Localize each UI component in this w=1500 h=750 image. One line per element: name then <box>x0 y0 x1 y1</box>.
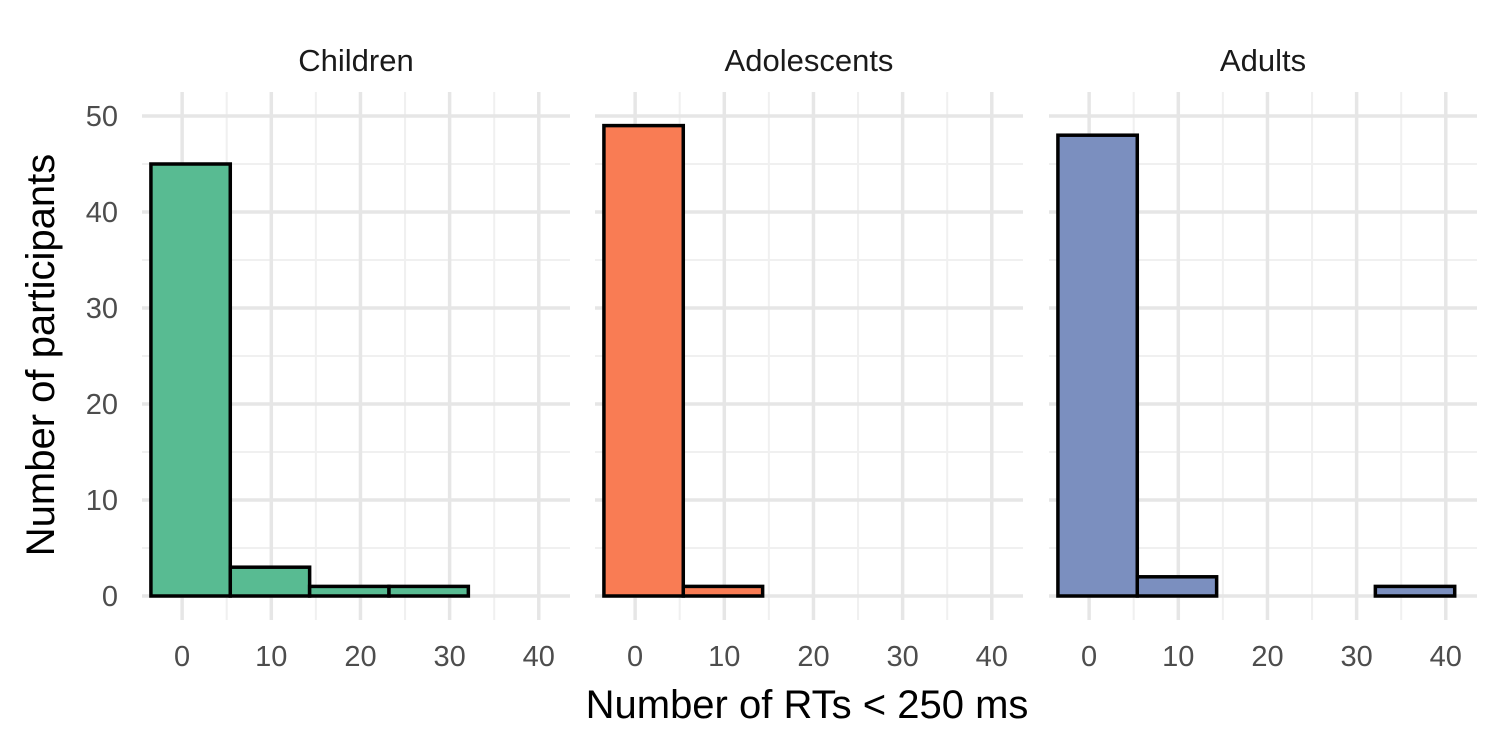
histogram-bar <box>307 584 391 598</box>
x-tick-label: 30 <box>1340 641 1372 673</box>
panel-adults: Adults 0 10 20 30 40 <box>1049 43 1477 673</box>
panel-title: Children <box>298 43 413 78</box>
panel-adolescents: Adolescents 0 10 20 30 40 <box>595 43 1023 673</box>
x-tick-label: 10 <box>1162 641 1194 673</box>
x-tick-label: 0 <box>627 641 643 673</box>
panel-children: Children 0 10 20 30 40 <box>142 43 570 673</box>
x-axis-title: Number of RTs < 250 ms <box>586 683 1029 727</box>
panel-title: Adults <box>1220 43 1306 78</box>
histogram-bar <box>1373 584 1457 598</box>
x-tick-label: 20 <box>1251 641 1283 673</box>
histogram-bar <box>228 565 312 598</box>
x-tick-label: 20 <box>797 641 829 673</box>
histogram-bar <box>387 584 471 598</box>
histogram-bar <box>602 123 686 598</box>
panel-title: Adolescents <box>725 43 894 78</box>
y-tick-label: 10 <box>86 485 118 517</box>
y-axis-title: Number of participants <box>19 154 63 556</box>
x-tick-label: 40 <box>976 641 1008 673</box>
x-tick-label: 40 <box>523 641 555 673</box>
histogram-bar <box>1135 575 1219 598</box>
histogram-bar <box>681 584 765 598</box>
histogram-bar <box>1056 133 1140 598</box>
y-tick-label: 20 <box>86 389 118 421</box>
x-tick-label: 40 <box>1430 641 1462 673</box>
histogram-bar <box>149 162 233 598</box>
x-tick-label: 20 <box>344 641 376 673</box>
x-tick-label: 10 <box>255 641 287 673</box>
x-tick-label: 10 <box>708 641 740 673</box>
y-tick-label: 50 <box>86 101 118 133</box>
y-tick-label: 0 <box>102 581 118 613</box>
x-tick-label: 0 <box>174 641 190 673</box>
y-tick-label: 30 <box>86 293 118 325</box>
x-tick-label: 0 <box>1081 641 1097 673</box>
y-tick-label: 40 <box>86 197 118 229</box>
x-tick-label: 30 <box>886 641 918 673</box>
x-tick-label: 30 <box>433 641 465 673</box>
y-axis-ticks: 0 10 20 30 40 50 <box>86 101 118 613</box>
